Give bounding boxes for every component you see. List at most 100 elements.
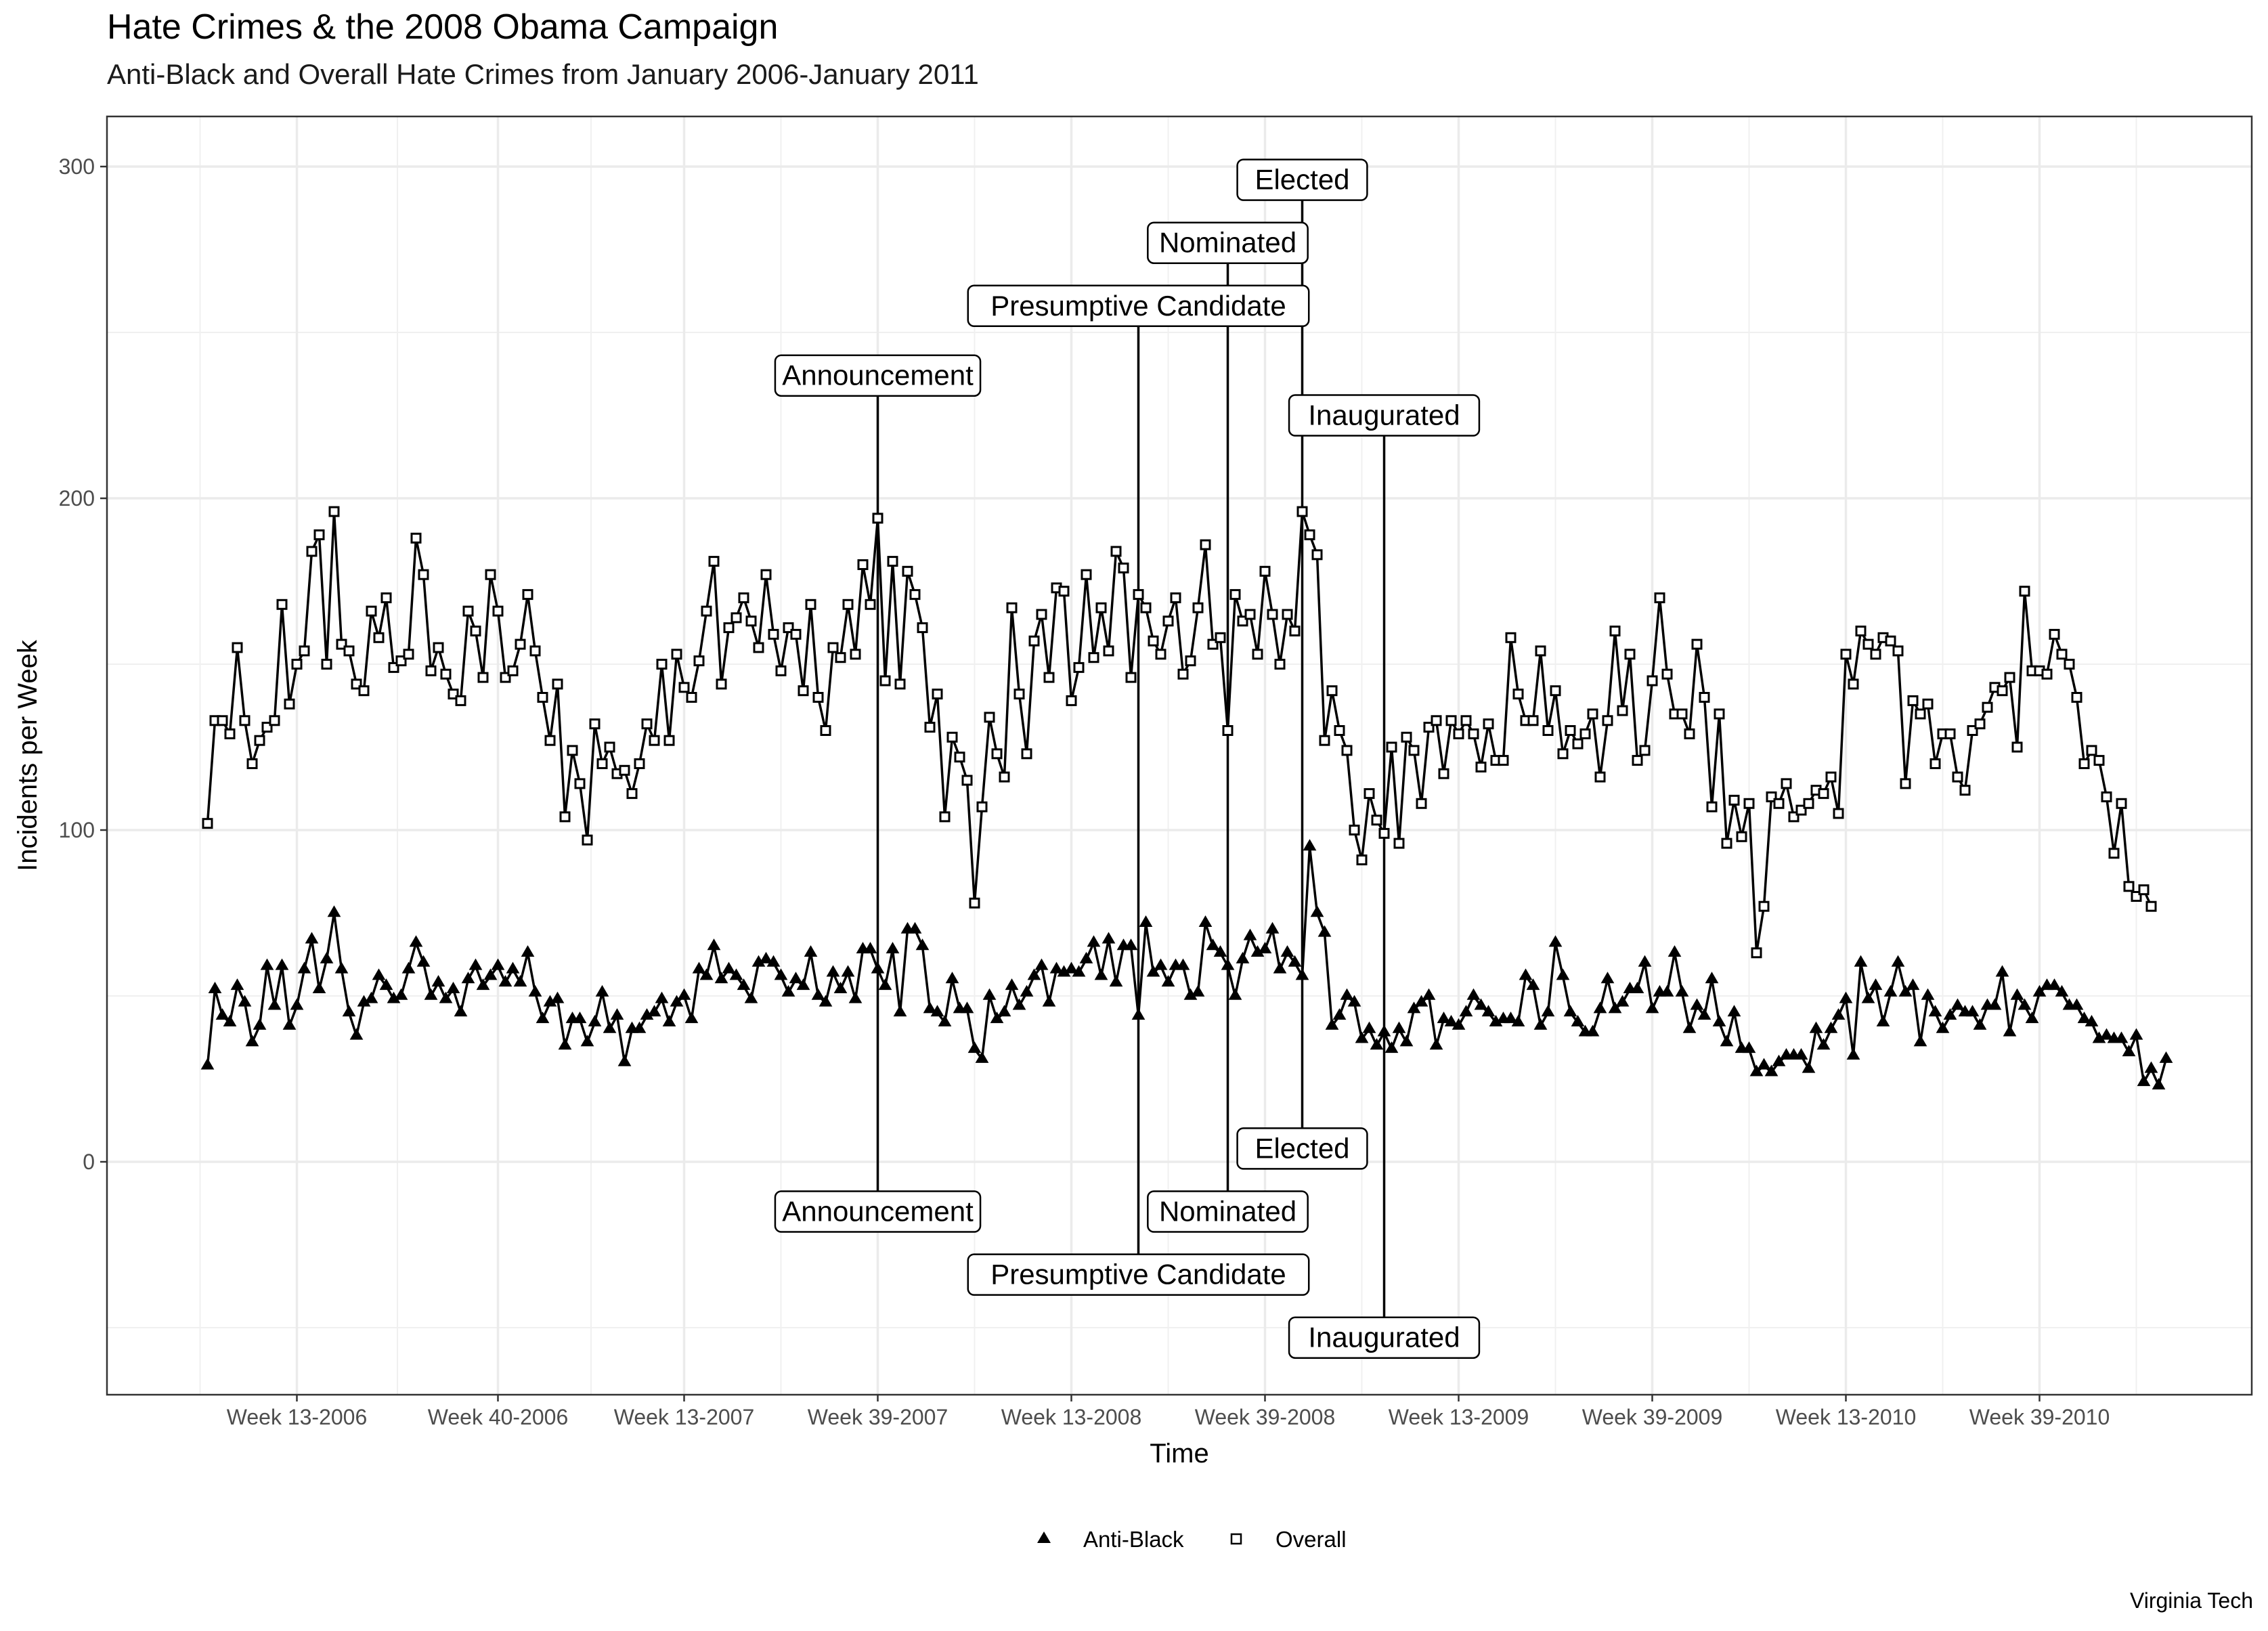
annotation-label-announcement-top: Announcement	[774, 354, 982, 397]
data-point-anti-black	[1690, 998, 1704, 1010]
data-point-overall	[879, 675, 891, 687]
data-point-overall	[1326, 685, 1338, 697]
annotation-label-text: Inaugurated	[1308, 399, 1460, 431]
data-point-anti-black	[1638, 955, 1652, 967]
data-point-anti-black	[774, 968, 788, 980]
data-point-anti-black	[707, 938, 721, 951]
data-point-overall	[299, 645, 310, 657]
y-tick-label: 100	[59, 818, 95, 842]
data-point-overall	[358, 685, 370, 697]
data-point-overall	[1267, 609, 1278, 620]
data-point-anti-black	[513, 975, 527, 987]
data-point-overall	[1602, 715, 1613, 726]
data-point-anti-black	[1325, 1018, 1339, 1030]
data-point-overall	[1721, 838, 1732, 849]
data-point-anti-black	[863, 942, 877, 954]
data-point-overall	[1289, 626, 1301, 636]
data-point-anti-black	[200, 1058, 215, 1070]
annotation-label-box	[1147, 221, 1309, 264]
data-point-anti-black	[550, 991, 565, 1003]
data-point-overall	[1691, 638, 1703, 650]
data-point-anti-black	[684, 1012, 699, 1024]
data-point-overall	[1222, 725, 1234, 736]
data-point-anti-black	[1474, 998, 1488, 1010]
data-point-anti-black	[1727, 1005, 1741, 1017]
data-point-anti-black	[699, 968, 714, 980]
data-point-overall	[649, 735, 660, 746]
data-point-anti-black	[1429, 1038, 1443, 1050]
data-point-anti-black	[1198, 915, 1213, 927]
data-point-overall	[1170, 592, 1181, 603]
data-point-anti-black	[804, 945, 818, 957]
data-point-anti-black	[1213, 945, 1227, 957]
data-point-overall	[596, 758, 608, 769]
data-point-overall	[1066, 695, 1077, 706]
data-point-anti-black	[1705, 972, 1719, 984]
x-tick-label: Week 39-2010	[1969, 1405, 2110, 1429]
data-point-anti-black	[1042, 995, 1056, 1007]
data-point-anti-black	[1452, 1018, 1466, 1030]
data-point-anti-black	[640, 1008, 654, 1020]
data-point-overall	[1081, 569, 1092, 580]
data-point-overall	[999, 771, 1010, 783]
data-point-overall	[246, 758, 258, 769]
data-point-overall	[1311, 549, 1323, 561]
data-point-anti-black	[1102, 932, 1116, 944]
data-point-overall	[634, 758, 645, 769]
data-point-anti-black	[1437, 1012, 1451, 1024]
x-tick-label: Week 13-2007	[614, 1405, 755, 1429]
data-point-overall	[2041, 668, 2053, 680]
data-point-overall	[1103, 645, 1114, 657]
data-point-anti-black	[1645, 1001, 1659, 1014]
data-point-anti-black	[2144, 1061, 2158, 1073]
annotation-label-text: Presumptive Candidate	[990, 290, 1286, 322]
data-point-anti-black	[297, 961, 311, 974]
data-point-anti-black	[766, 955, 781, 967]
data-point-overall	[1215, 632, 1226, 643]
data-point-overall	[812, 692, 824, 703]
data-point-overall	[976, 801, 988, 812]
data-point-anti-black	[1988, 998, 2002, 1010]
data-point-anti-black	[1660, 984, 1674, 997]
data-point-overall	[2138, 884, 2150, 896]
data-point-anti-black	[1697, 1008, 1711, 1020]
data-point-anti-black	[915, 938, 930, 951]
data-point-overall	[1944, 728, 1956, 739]
data-point-anti-black	[506, 961, 520, 974]
data-point-overall	[2093, 755, 2105, 766]
legend-key-overall	[1230, 1533, 1242, 1545]
data-point-overall	[284, 698, 295, 710]
data-point-overall	[559, 811, 571, 823]
x-axis-title: Time	[1150, 1439, 1208, 1469]
data-point-anti-black	[2129, 1028, 2143, 1040]
data-point-overall	[626, 788, 638, 800]
data-point-anti-black	[1183, 988, 1198, 1000]
data-point-overall	[1900, 778, 1911, 789]
data-point-overall	[1736, 831, 1747, 842]
data-point-anti-black	[610, 1008, 624, 1020]
annotation-label-text: Inaugurated	[1308, 1322, 1460, 1353]
data-point-anti-black	[1362, 1021, 1376, 1033]
annotation-label-text: Presumptive Candidate	[990, 1259, 1286, 1290]
data-point-anti-black	[603, 1021, 617, 1033]
data-point-anti-black	[1526, 978, 1540, 991]
data-point-anti-black	[1005, 978, 1019, 991]
data-point-overall	[1036, 609, 1047, 620]
annotation-label-inaugurated-bottom: Inaugurated	[1288, 1316, 1481, 1359]
y-axis-ticks: 0 100 200 300	[59, 154, 107, 1174]
annotation-label-nominated-top: Nominated	[1147, 221, 1309, 264]
data-point-overall	[790, 628, 802, 640]
data-point-overall	[984, 712, 995, 723]
data-point-anti-black	[938, 1014, 952, 1026]
data-point-overall	[1133, 589, 1144, 601]
legend-key-anti-black	[1037, 1531, 1051, 1543]
data-point-anti-black	[1928, 1005, 1942, 1017]
data-point-overall	[1393, 838, 1405, 849]
data-point-anti-black	[282, 1018, 297, 1030]
data-point-anti-black	[1995, 965, 2009, 977]
x-tick-label: Week 13-2009	[1389, 1405, 1529, 1429]
data-point-overall	[1527, 715, 1539, 726]
data-point-overall	[1028, 635, 1040, 647]
data-point-anti-black	[1072, 965, 1086, 977]
data-point-anti-black	[1556, 968, 1570, 980]
